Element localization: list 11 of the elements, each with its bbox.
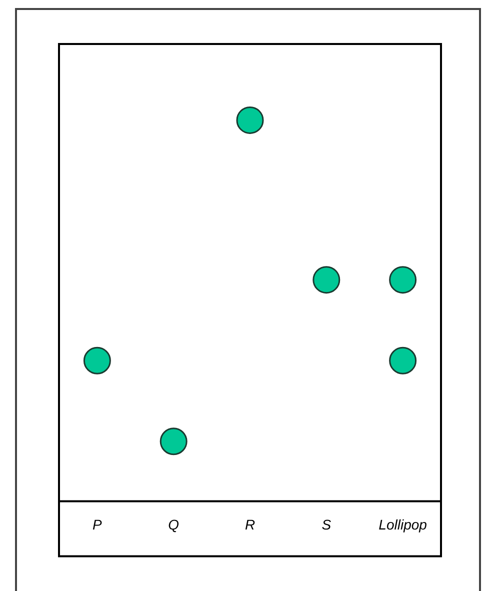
point [312,266,340,294]
point [236,106,264,134]
point [83,346,111,374]
point [160,428,188,456]
x-tick-label: R [244,516,256,532]
point [389,266,417,294]
x-tick-label: P [92,516,103,532]
x-tick-label: Lollipop [378,516,428,532]
x-tick-label: Q [168,516,180,532]
point [389,346,417,374]
x-tick-label: S [322,516,332,532]
